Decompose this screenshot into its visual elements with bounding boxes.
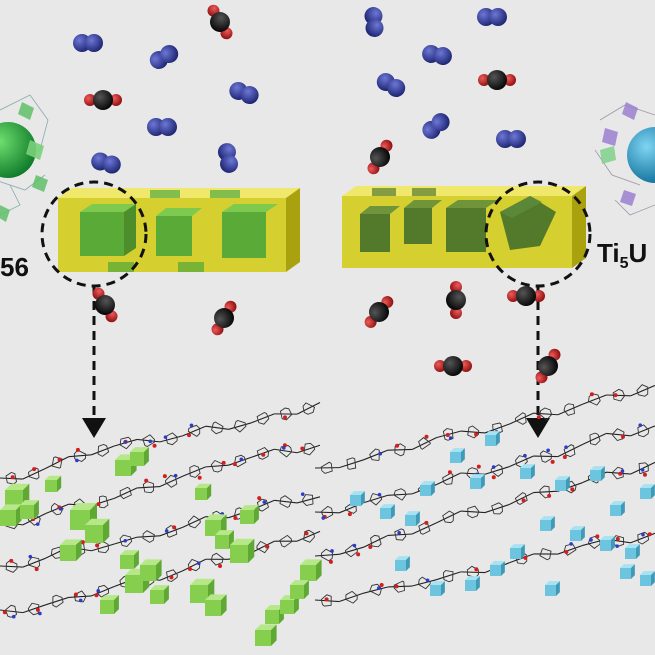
filler-cube-icon: [490, 561, 505, 576]
co2-molecule-icon: [84, 90, 122, 110]
n2-molecule-icon: [149, 45, 179, 69]
gas-molecules: [73, 4, 561, 384]
right-material-label: Ti5U: [597, 238, 647, 272]
right-filler-cube-cluster: [350, 431, 655, 596]
filler-cube-icon: [380, 504, 395, 519]
filler-cube-icon: [485, 431, 500, 446]
left-filler-cubes: [80, 190, 278, 272]
filler-cube-icon: [610, 501, 625, 516]
filler-cube-icon: [130, 447, 149, 466]
right-label-suffix: U: [629, 238, 648, 268]
filler-cube-icon: [215, 530, 234, 549]
n2-molecule-icon: [91, 152, 121, 174]
n2-molecule-icon: [422, 44, 452, 66]
n2-molecule-icon: [477, 8, 507, 26]
co2-molecule-icon: [507, 286, 545, 306]
filler-cube-icon: [600, 536, 615, 551]
filler-cube-icon: [120, 550, 139, 569]
co2-molecule-icon: [478, 70, 516, 90]
filler-cube-icon: [540, 516, 555, 531]
filler-cube-icon: [510, 544, 525, 559]
n2-molecule-icon: [496, 130, 526, 148]
filler-cube-icon: [465, 576, 480, 591]
polymer-chain-icon: [314, 384, 655, 474]
filler-cube-icon: [625, 544, 640, 559]
left-material-label: 56: [0, 252, 29, 282]
left-membrane: [58, 188, 300, 272]
filler-cube-icon: [205, 594, 227, 616]
filler-cube-icon: [620, 564, 635, 579]
filler-cube-icon: [290, 580, 309, 599]
filler-cube-icon: [640, 571, 655, 586]
co2-molecule-icon: [92, 287, 118, 323]
filler-cube-icon: [300, 559, 322, 581]
filler-cube-icon: [420, 481, 435, 496]
left-mof-cluster: [0, 94, 49, 222]
n2-molecule-icon: [147, 118, 177, 136]
arrow-down-icon: [526, 286, 550, 438]
n2-molecule-icon: [422, 113, 450, 139]
co2-molecule-icon: [434, 356, 472, 376]
filler-cube-icon: [405, 511, 420, 526]
filler-cube-icon: [545, 581, 560, 596]
co2-molecule-icon: [364, 296, 394, 328]
filler-cube-icon: [555, 476, 570, 491]
filler-cube-icon: [100, 595, 119, 614]
right-label-prefix: Ti: [597, 238, 620, 268]
left-filler-cube-cluster: [0, 447, 322, 646]
filler-cube-icon: [150, 585, 169, 604]
filler-cube-icon: [255, 624, 277, 646]
filler-cube-icon: [470, 474, 485, 489]
right-membrane: [342, 186, 586, 268]
filler-cube-icon: [395, 556, 410, 571]
n2-molecule-icon: [217, 143, 239, 173]
right-label-subscript: 5: [620, 255, 629, 272]
n2-molecule-icon: [364, 7, 384, 37]
left-polymer-network: [0, 402, 321, 619]
polymer-chain-icon: [0, 402, 321, 485]
filler-cube-icon: [20, 500, 39, 519]
filler-cube-icon: [230, 538, 255, 563]
filler-cube-icon: [0, 504, 22, 526]
co2-molecule-icon: [207, 4, 233, 40]
filler-cube-icon: [590, 466, 605, 481]
n2-molecule-icon: [376, 73, 406, 97]
filler-cube-icon: [450, 448, 465, 463]
filler-cube-icon: [195, 483, 212, 500]
filler-cube-icon: [350, 491, 365, 506]
filler-cube-icon: [60, 539, 82, 561]
right-mof-cluster: [594, 102, 655, 216]
filler-cube-icon: [640, 484, 655, 499]
co2-molecule-icon: [211, 300, 237, 336]
right-filler-cubes: [360, 188, 556, 252]
filler-cube-icon: [570, 526, 585, 541]
filler-cube-icon: [85, 518, 110, 543]
co2-molecule-icon: [367, 139, 393, 175]
filler-cube-icon: [430, 581, 445, 596]
arrow-down-icon: [82, 286, 106, 438]
filler-cube-icon: [45, 475, 62, 492]
right-polymer-network: [314, 384, 655, 607]
n2-molecule-icon: [229, 81, 259, 105]
filler-cube-icon: [240, 505, 259, 524]
filler-cube-icon: [520, 464, 535, 479]
n2-molecule-icon: [73, 34, 103, 52]
co2-molecule-icon: [535, 348, 561, 384]
filler-cube-icon: [140, 559, 162, 581]
co2-molecule-icon: [446, 281, 466, 319]
